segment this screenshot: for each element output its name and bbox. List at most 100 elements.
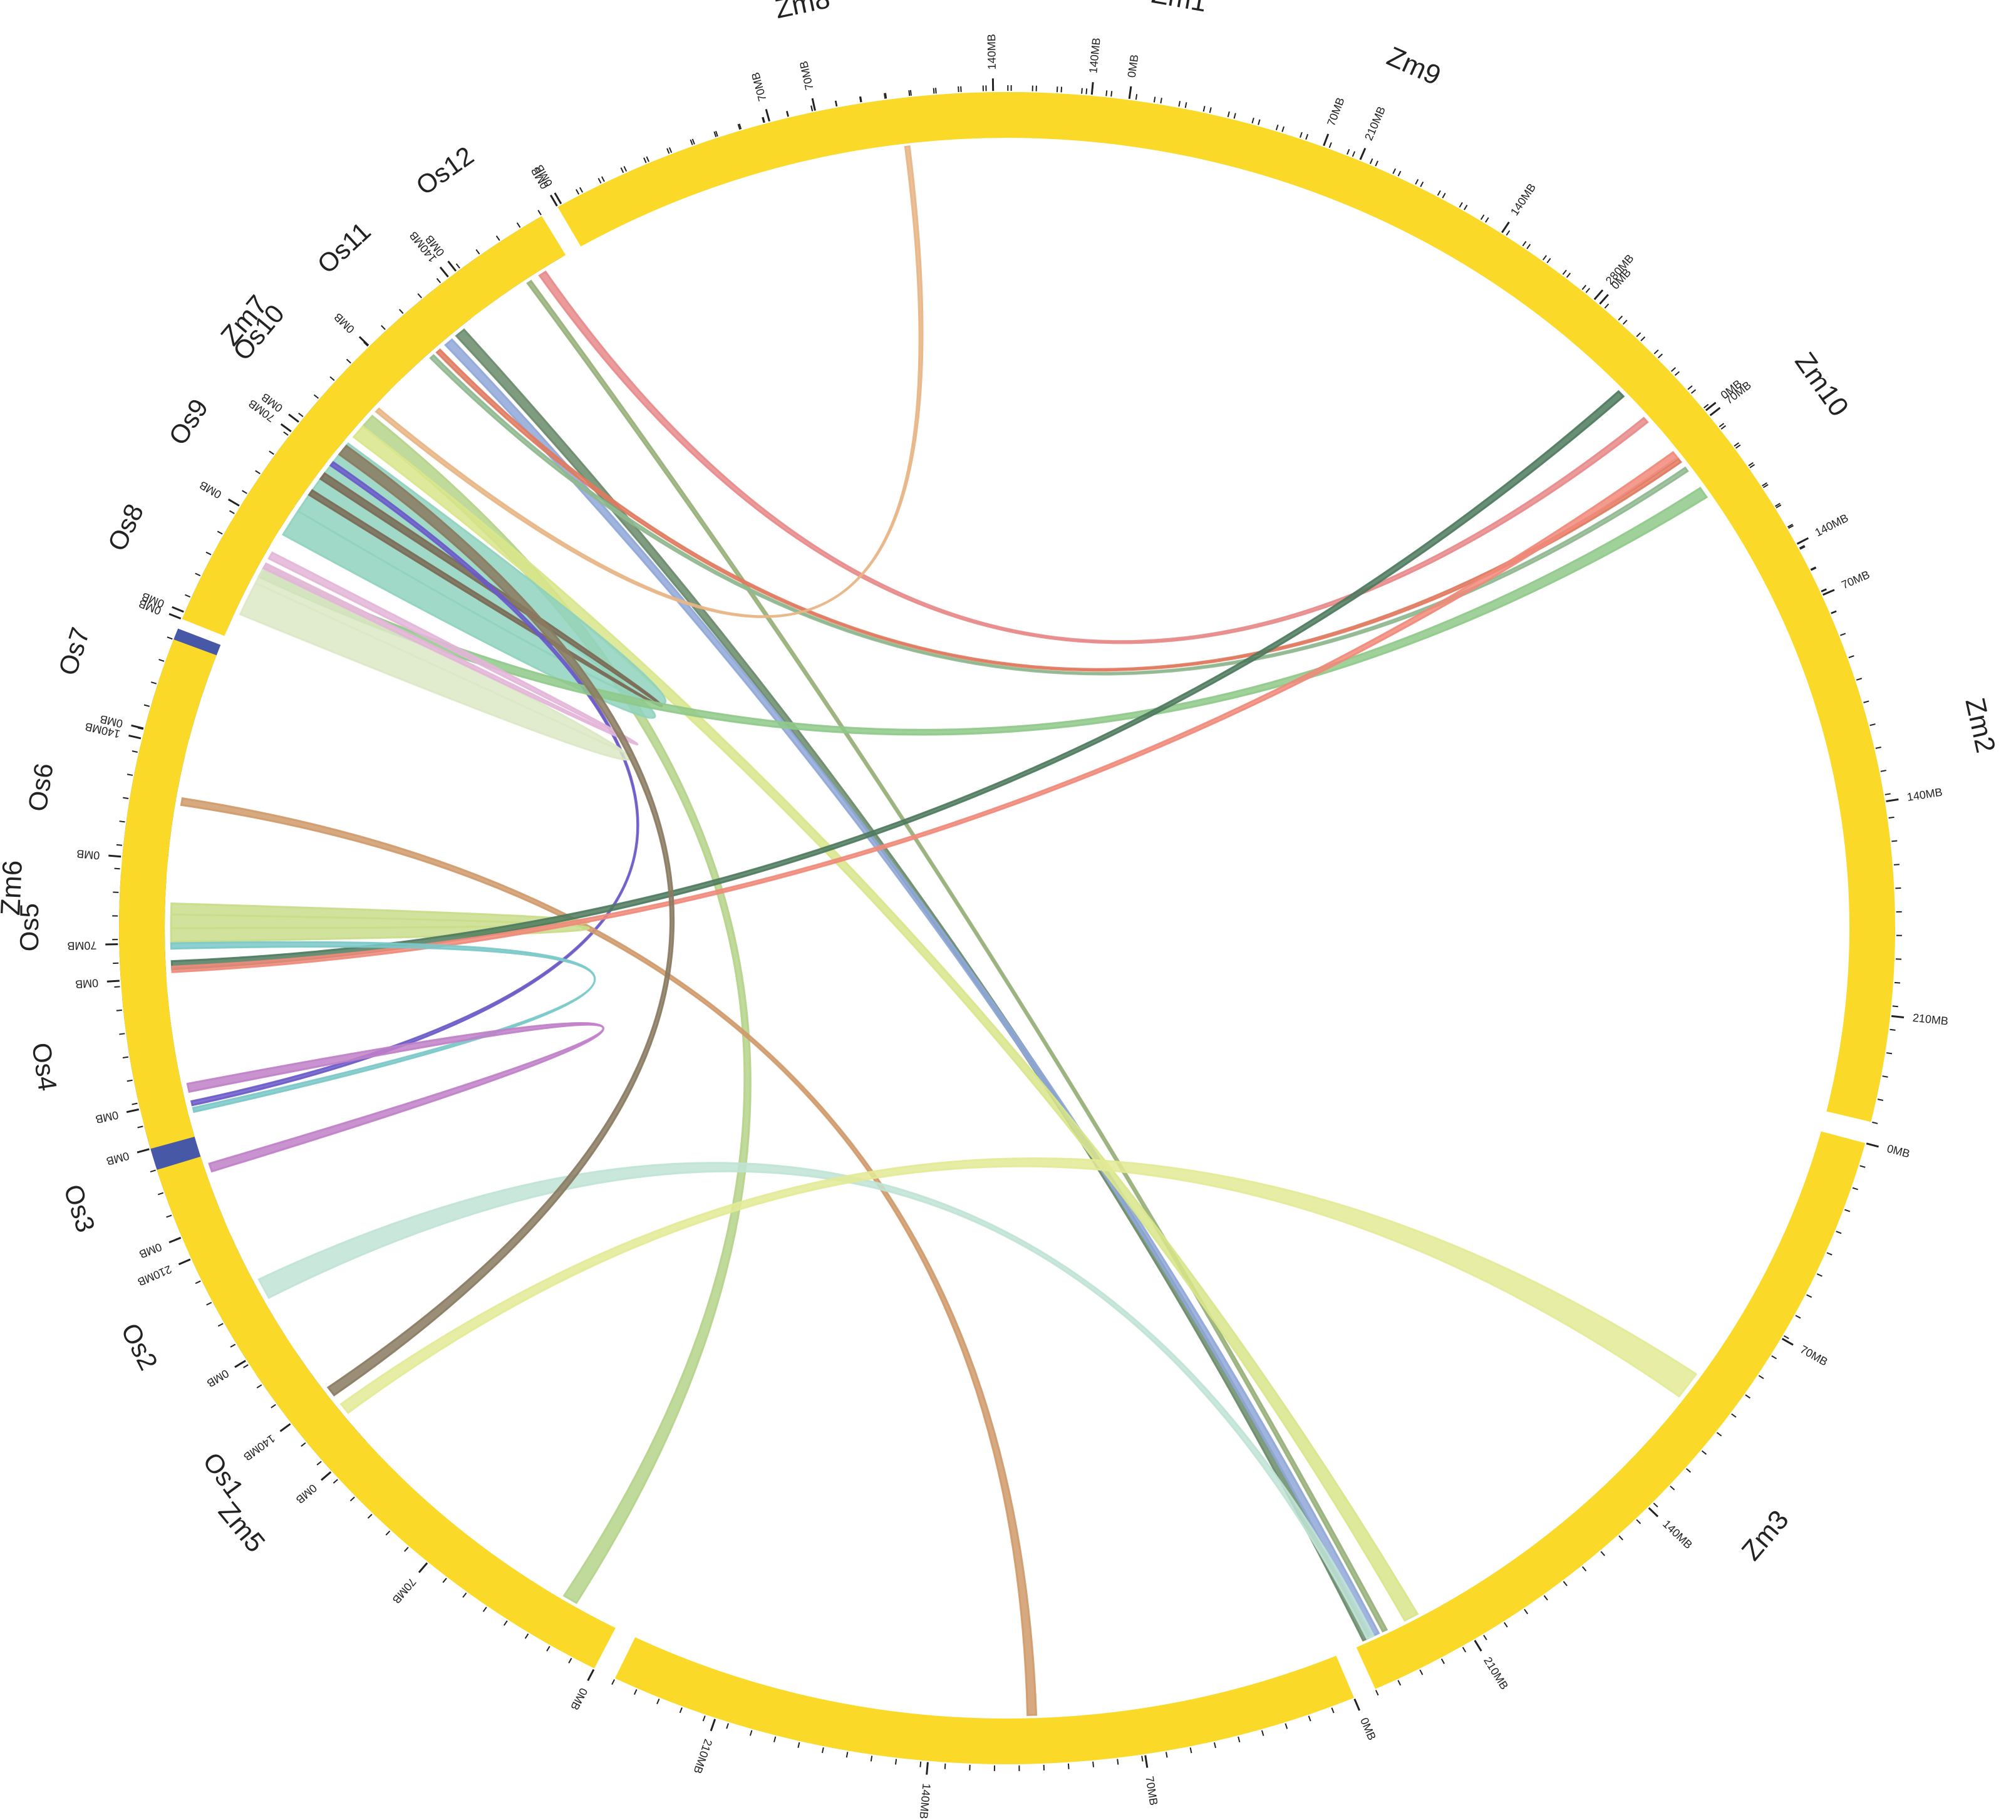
minor-tick — [1440, 1658, 1445, 1664]
minor-tick — [1165, 1752, 1168, 1758]
minor-tick — [1758, 1375, 1764, 1379]
minor-tick — [283, 431, 289, 436]
minor-tick — [217, 1323, 224, 1327]
minor-tick — [423, 1562, 428, 1568]
tick-label: 210MB — [136, 1263, 173, 1288]
minor-tick — [167, 636, 173, 640]
minor-tick — [143, 1148, 150, 1152]
major-tick — [128, 734, 142, 740]
minor-tick — [1308, 1715, 1311, 1722]
minor-tick — [271, 1404, 276, 1409]
minor-tick — [1604, 303, 1610, 309]
minor-tick — [611, 1679, 615, 1685]
minor-tick — [127, 773, 133, 776]
minor-tick — [1877, 1099, 1884, 1101]
minor-tick — [1622, 319, 1628, 325]
minor-tick — [1848, 655, 1854, 658]
minor-tick — [1281, 126, 1285, 132]
minor-tick — [524, 1633, 529, 1639]
minor-tick — [346, 358, 351, 364]
minor-tick — [1353, 1698, 1358, 1705]
minor-tick — [1485, 217, 1489, 223]
minor-tick — [116, 1009, 122, 1011]
minor-tick — [1213, 1742, 1217, 1749]
minor-tick — [1369, 158, 1373, 164]
minor-tick — [1799, 545, 1806, 550]
minor-tick — [1056, 86, 1058, 93]
minor-tick — [1811, 567, 1817, 571]
major-tick — [765, 108, 770, 122]
major-tick — [1144, 1755, 1149, 1768]
synteny-link-os9-zm6 — [190, 460, 639, 1107]
minor-tick — [316, 1461, 322, 1466]
minor-tick — [1258, 119, 1261, 125]
tick-label: 70MB — [1143, 1776, 1160, 1807]
chromosome-label-zm8: Zm8 — [772, 0, 832, 24]
minor-tick — [597, 178, 602, 184]
minor-tick — [1542, 255, 1547, 261]
minor-tick — [175, 1236, 181, 1241]
minor-tick — [1882, 1075, 1888, 1078]
minor-tick — [834, 100, 837, 107]
tick-label: 140MB — [1508, 181, 1538, 218]
minor-tick — [1687, 385, 1693, 390]
synteny-links — [170, 145, 1708, 1717]
chromosome-label-os7: Os7 — [53, 624, 95, 679]
minor-tick — [269, 450, 274, 455]
minor-tick — [1392, 168, 1397, 174]
minor-tick — [1105, 90, 1108, 96]
chromosome-label-zm5: Zm5 — [212, 1496, 271, 1558]
minor-tick — [1701, 1450, 1707, 1455]
synteny-link-os5-zm6 — [170, 941, 596, 1114]
minor-tick — [1464, 204, 1468, 210]
minor-tick — [738, 123, 742, 130]
tick-label: 0MB — [76, 847, 100, 862]
minor-tick — [1566, 272, 1571, 278]
chromosome-label-zm2: Zm2 — [1959, 695, 2001, 755]
major-tick — [108, 854, 121, 858]
minor-tick — [537, 210, 542, 215]
tick-label: 140MB — [1813, 512, 1851, 539]
minor-tick — [1209, 107, 1212, 113]
minor-tick — [1442, 192, 1446, 199]
tick-label: 0MB — [75, 976, 98, 990]
minor-tick — [1735, 444, 1741, 449]
major-tick — [172, 606, 184, 613]
minor-tick — [702, 1715, 706, 1722]
minor-tick — [715, 130, 718, 137]
minor-tick — [1826, 1252, 1832, 1256]
minor-tick — [1563, 1581, 1568, 1586]
minor-tick — [475, 249, 480, 255]
minor-tick — [1859, 1165, 1866, 1168]
minor-tick — [690, 139, 693, 145]
major-tick — [1648, 1507, 1659, 1518]
minor-tick — [554, 200, 558, 207]
tick-label: 70MB — [797, 59, 816, 91]
tick-label: 0MB — [1886, 1142, 1911, 1161]
minor-tick — [398, 309, 404, 314]
minor-tick — [1251, 117, 1254, 124]
chromosome-zm4 — [614, 1637, 1355, 1765]
minor-tick — [363, 341, 368, 347]
tick-label: 70MB — [390, 1576, 418, 1606]
minor-tick — [1670, 1486, 1675, 1491]
chromosome-zm10 — [1568, 304, 1830, 631]
chromosome-label-zm6: Zm6 — [0, 860, 28, 916]
minor-tick — [349, 1496, 355, 1502]
tick-label: 140MB — [241, 1432, 277, 1464]
minor-tick — [1866, 1142, 1873, 1146]
synteny-link-os2-zm3 — [257, 1162, 1375, 1640]
minor-tick — [1690, 389, 1697, 394]
minor-tick — [1085, 88, 1088, 95]
minor-tick — [1836, 1231, 1842, 1234]
major-tick — [1709, 406, 1721, 416]
minor-tick — [1810, 566, 1816, 571]
minor-tick — [1067, 1763, 1070, 1769]
minor-tick — [1110, 91, 1113, 97]
synteny-link-os11-zm3 — [444, 338, 1380, 1638]
tick-label: 210MB — [1362, 105, 1388, 142]
minor-tick — [1821, 589, 1827, 592]
minor-tick — [516, 222, 521, 228]
minor-tick — [1787, 524, 1793, 528]
